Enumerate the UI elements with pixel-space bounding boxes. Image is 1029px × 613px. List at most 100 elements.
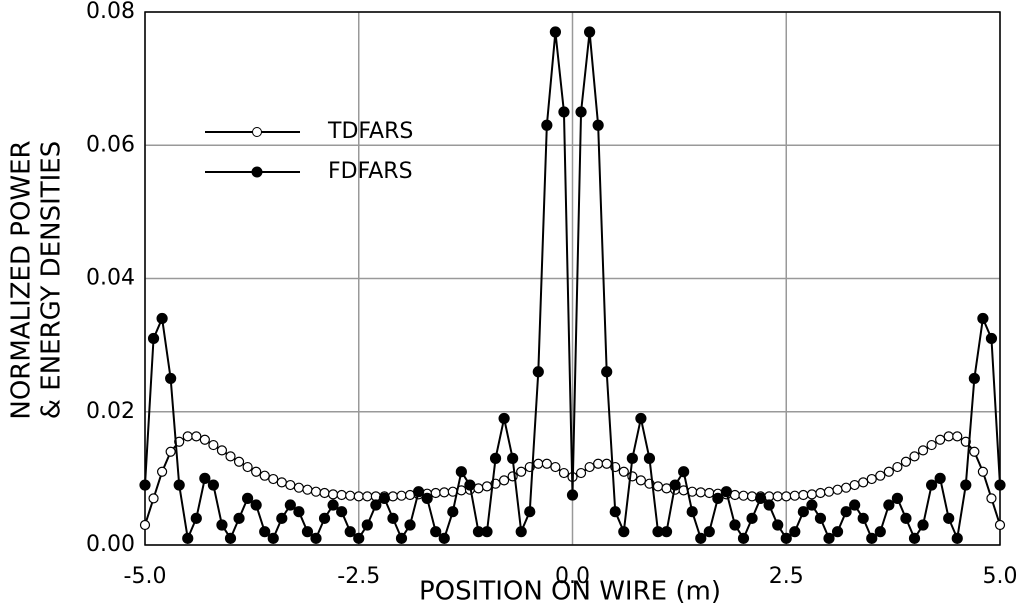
data-point bbox=[926, 439, 937, 451]
data-point bbox=[797, 506, 809, 518]
data-point bbox=[806, 499, 818, 511]
data-point bbox=[952, 431, 963, 442]
data-point bbox=[353, 491, 364, 502]
x-tick-label: -5.0 bbox=[124, 564, 167, 589]
data-point bbox=[977, 466, 989, 477]
data-point bbox=[174, 436, 185, 447]
data-point bbox=[635, 412, 647, 425]
data-point bbox=[165, 446, 176, 457]
data-point bbox=[566, 489, 579, 501]
data-point bbox=[815, 487, 826, 499]
data-point bbox=[336, 489, 347, 501]
data-point bbox=[832, 484, 843, 495]
data-point bbox=[301, 526, 314, 538]
data-point bbox=[489, 452, 502, 464]
plot-frame bbox=[144, 11, 1001, 546]
y-tick-label: 0.04 bbox=[86, 266, 135, 291]
data-point bbox=[909, 451, 920, 462]
data-point bbox=[208, 439, 219, 451]
data-point bbox=[302, 484, 313, 495]
data-point bbox=[310, 486, 322, 497]
data-point bbox=[233, 512, 245, 524]
data-point bbox=[849, 499, 861, 511]
data-point bbox=[917, 445, 929, 456]
data-point bbox=[327, 499, 339, 511]
data-point bbox=[310, 532, 322, 544]
data-point bbox=[601, 458, 612, 469]
data-point bbox=[173, 479, 185, 491]
data-point bbox=[618, 526, 630, 538]
data-point bbox=[481, 481, 493, 492]
data-point bbox=[823, 532, 835, 544]
legend-label: TDFARS bbox=[327, 119, 413, 144]
data-point bbox=[318, 512, 331, 524]
data-point bbox=[798, 489, 809, 501]
data-point bbox=[849, 479, 860, 491]
data-point bbox=[772, 491, 783, 502]
legend-marker bbox=[252, 127, 262, 137]
data-point bbox=[874, 526, 886, 538]
data-point bbox=[199, 434, 210, 445]
data-point bbox=[207, 479, 219, 491]
data-point bbox=[541, 458, 552, 469]
data-point bbox=[361, 519, 373, 531]
data-point bbox=[533, 458, 544, 469]
data-point bbox=[669, 479, 681, 491]
y-axis-label: & ENERGY DENSITIES bbox=[37, 141, 67, 419]
data-point bbox=[345, 490, 356, 501]
data-point bbox=[216, 445, 228, 456]
data-point bbox=[353, 532, 365, 544]
data-point bbox=[430, 526, 442, 538]
data-point bbox=[293, 506, 305, 518]
x-tick-label: -2.5 bbox=[337, 564, 380, 589]
x-tick-label: 2.5 bbox=[769, 564, 804, 589]
data-point bbox=[626, 452, 638, 464]
data-point bbox=[541, 119, 553, 131]
data-point bbox=[704, 487, 715, 499]
data-point bbox=[455, 466, 467, 478]
data-point bbox=[900, 456, 912, 467]
y-tick-label: 0.02 bbox=[86, 399, 135, 424]
data-point bbox=[695, 487, 706, 498]
data-point bbox=[584, 461, 595, 473]
data-point bbox=[156, 312, 168, 325]
data-point bbox=[858, 477, 869, 488]
data-point bbox=[438, 532, 450, 544]
data-point bbox=[191, 431, 202, 442]
data-point bbox=[139, 479, 151, 491]
data-point bbox=[284, 499, 296, 511]
data-point bbox=[464, 479, 476, 491]
data-point bbox=[165, 372, 177, 385]
data-point bbox=[857, 512, 869, 524]
data-point bbox=[404, 519, 416, 531]
data-point bbox=[831, 526, 844, 538]
legend-marker bbox=[251, 166, 263, 178]
data-point bbox=[618, 466, 629, 477]
data-point bbox=[182, 431, 193, 442]
data-point bbox=[328, 489, 339, 500]
data-point bbox=[251, 466, 262, 477]
data-point bbox=[917, 519, 929, 531]
data-point bbox=[199, 472, 211, 484]
data-point bbox=[789, 526, 801, 538]
data-point bbox=[242, 492, 254, 504]
data-point bbox=[447, 506, 459, 518]
data-point bbox=[439, 487, 450, 498]
data-point bbox=[147, 332, 160, 345]
data-point bbox=[216, 519, 228, 531]
data-point bbox=[499, 475, 510, 486]
data-point bbox=[593, 458, 604, 469]
data-point bbox=[601, 366, 613, 378]
data-point bbox=[362, 491, 373, 502]
data-point bbox=[875, 470, 886, 481]
y-axis-label: NORMALIZED POWER bbox=[7, 140, 37, 419]
data-point bbox=[225, 451, 236, 462]
data-point bbox=[575, 467, 587, 479]
data-point bbox=[943, 431, 954, 442]
data-point bbox=[190, 512, 202, 524]
data-point bbox=[267, 532, 279, 544]
data-point bbox=[772, 519, 784, 531]
data-point bbox=[652, 481, 664, 492]
data-point bbox=[319, 487, 330, 499]
